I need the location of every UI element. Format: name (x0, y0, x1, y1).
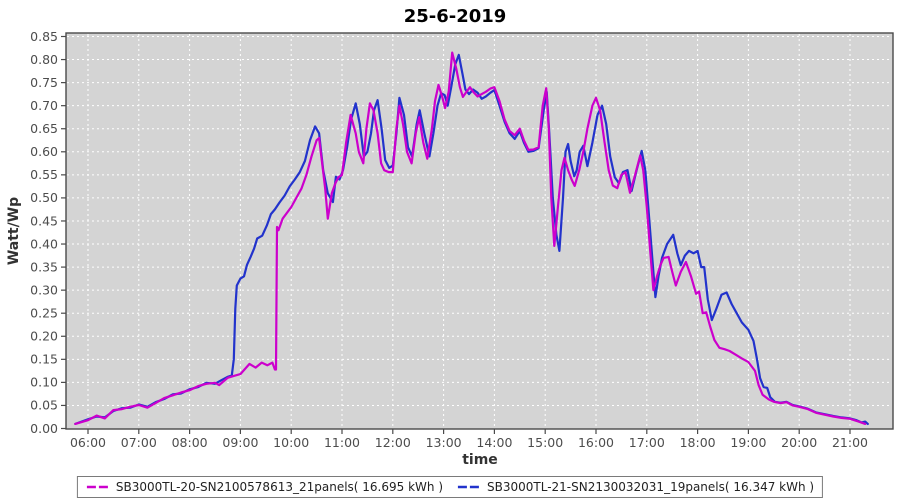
legend-label: SB3000TL-20-SN2100578613_21panels( 16.69… (115, 480, 443, 494)
legend-item-0: SB3000TL-20-SN2100578613_21panels( 16.69… (86, 480, 443, 494)
y-tick-label: 0.10 (30, 375, 58, 390)
x-tick-label: 12:00 (375, 435, 411, 450)
series-line-0 (74, 51, 867, 425)
x-tick-label: 17:00 (629, 435, 665, 450)
y-tick-label: 0.35 (30, 259, 58, 274)
x-tick-label: 15:00 (527, 435, 563, 450)
legend: SB3000TL-20-SN2100578613_21panels( 16.69… (76, 476, 824, 498)
chart-title: 25-6-2019 (404, 6, 507, 27)
y-tick-label: 0.30 (30, 282, 58, 297)
legend-swatch-icon (86, 485, 111, 489)
y-tick-label: 0.55 (30, 167, 58, 182)
x-tick-label: 19:00 (730, 435, 766, 450)
y-tick-label: 0.85 (30, 29, 58, 44)
y-tick-label: 0.00 (30, 421, 58, 436)
x-tick-label: 09:00 (222, 435, 258, 450)
x-tick-label: 20:00 (781, 435, 817, 450)
legend-item-1: SB3000TL-21-SN2130032031_19panels( 16.34… (457, 480, 814, 494)
x-tick-label: 21:00 (832, 435, 868, 450)
x-tick-label: 18:00 (680, 435, 716, 450)
y-tick-label: 0.70 (30, 98, 58, 113)
plot-border (65, 32, 894, 430)
y-tick-label: 0.20 (30, 329, 58, 344)
plot-background (66, 33, 893, 429)
y-tick-label: 0.25 (30, 306, 58, 321)
x-tick-label: 07:00 (121, 435, 157, 450)
y-axis-label: Watt/Wp (6, 197, 22, 265)
y-tick-label: 0.45 (30, 213, 58, 228)
x-tick-label: 10:00 (273, 435, 309, 450)
x-tick-label: 06:00 (70, 435, 106, 450)
y-tick-label: 0.60 (30, 144, 58, 159)
x-tick-label: 13:00 (426, 435, 462, 450)
x-tick-label: 08:00 (172, 435, 208, 450)
y-tick-label: 0.05 (30, 398, 58, 413)
legend-swatch-icon (458, 485, 482, 489)
line-chart: 25-6-2019 0.000.050.100.150.200.250.300.… (6, 6, 894, 468)
x-tick-label: 16:00 (578, 435, 614, 450)
y-tick-label: 0.80 (30, 52, 58, 67)
y-tick-label: 0.15 (30, 352, 58, 367)
tick-labels: 0.00 0.05 0.10 0.15 0.20 0.25 0.30 0.35 0.40 0.45… (30, 29, 868, 450)
series-line-1 (74, 53, 869, 425)
plot-area[interactable]: 0.00 0.05 0.10 0.15 0.20 0.25 0.30 0.35 0.40 0.45… (30, 29, 894, 450)
axis-ticks (61, 35, 851, 434)
x-tick-label: 14:00 (476, 435, 512, 450)
y-tick-label: 0.75 (30, 75, 58, 90)
y-tick-label: 0.50 (30, 190, 58, 205)
y-tick-label: 0.65 (30, 121, 58, 136)
y-tick-label: 0.40 (30, 236, 58, 251)
x-axis-label: time (462, 452, 498, 468)
legend-label: SB3000TL-21-SN2130032031_19panels( 16.34… (487, 480, 815, 494)
x-tick-label: 11:00 (324, 435, 360, 450)
